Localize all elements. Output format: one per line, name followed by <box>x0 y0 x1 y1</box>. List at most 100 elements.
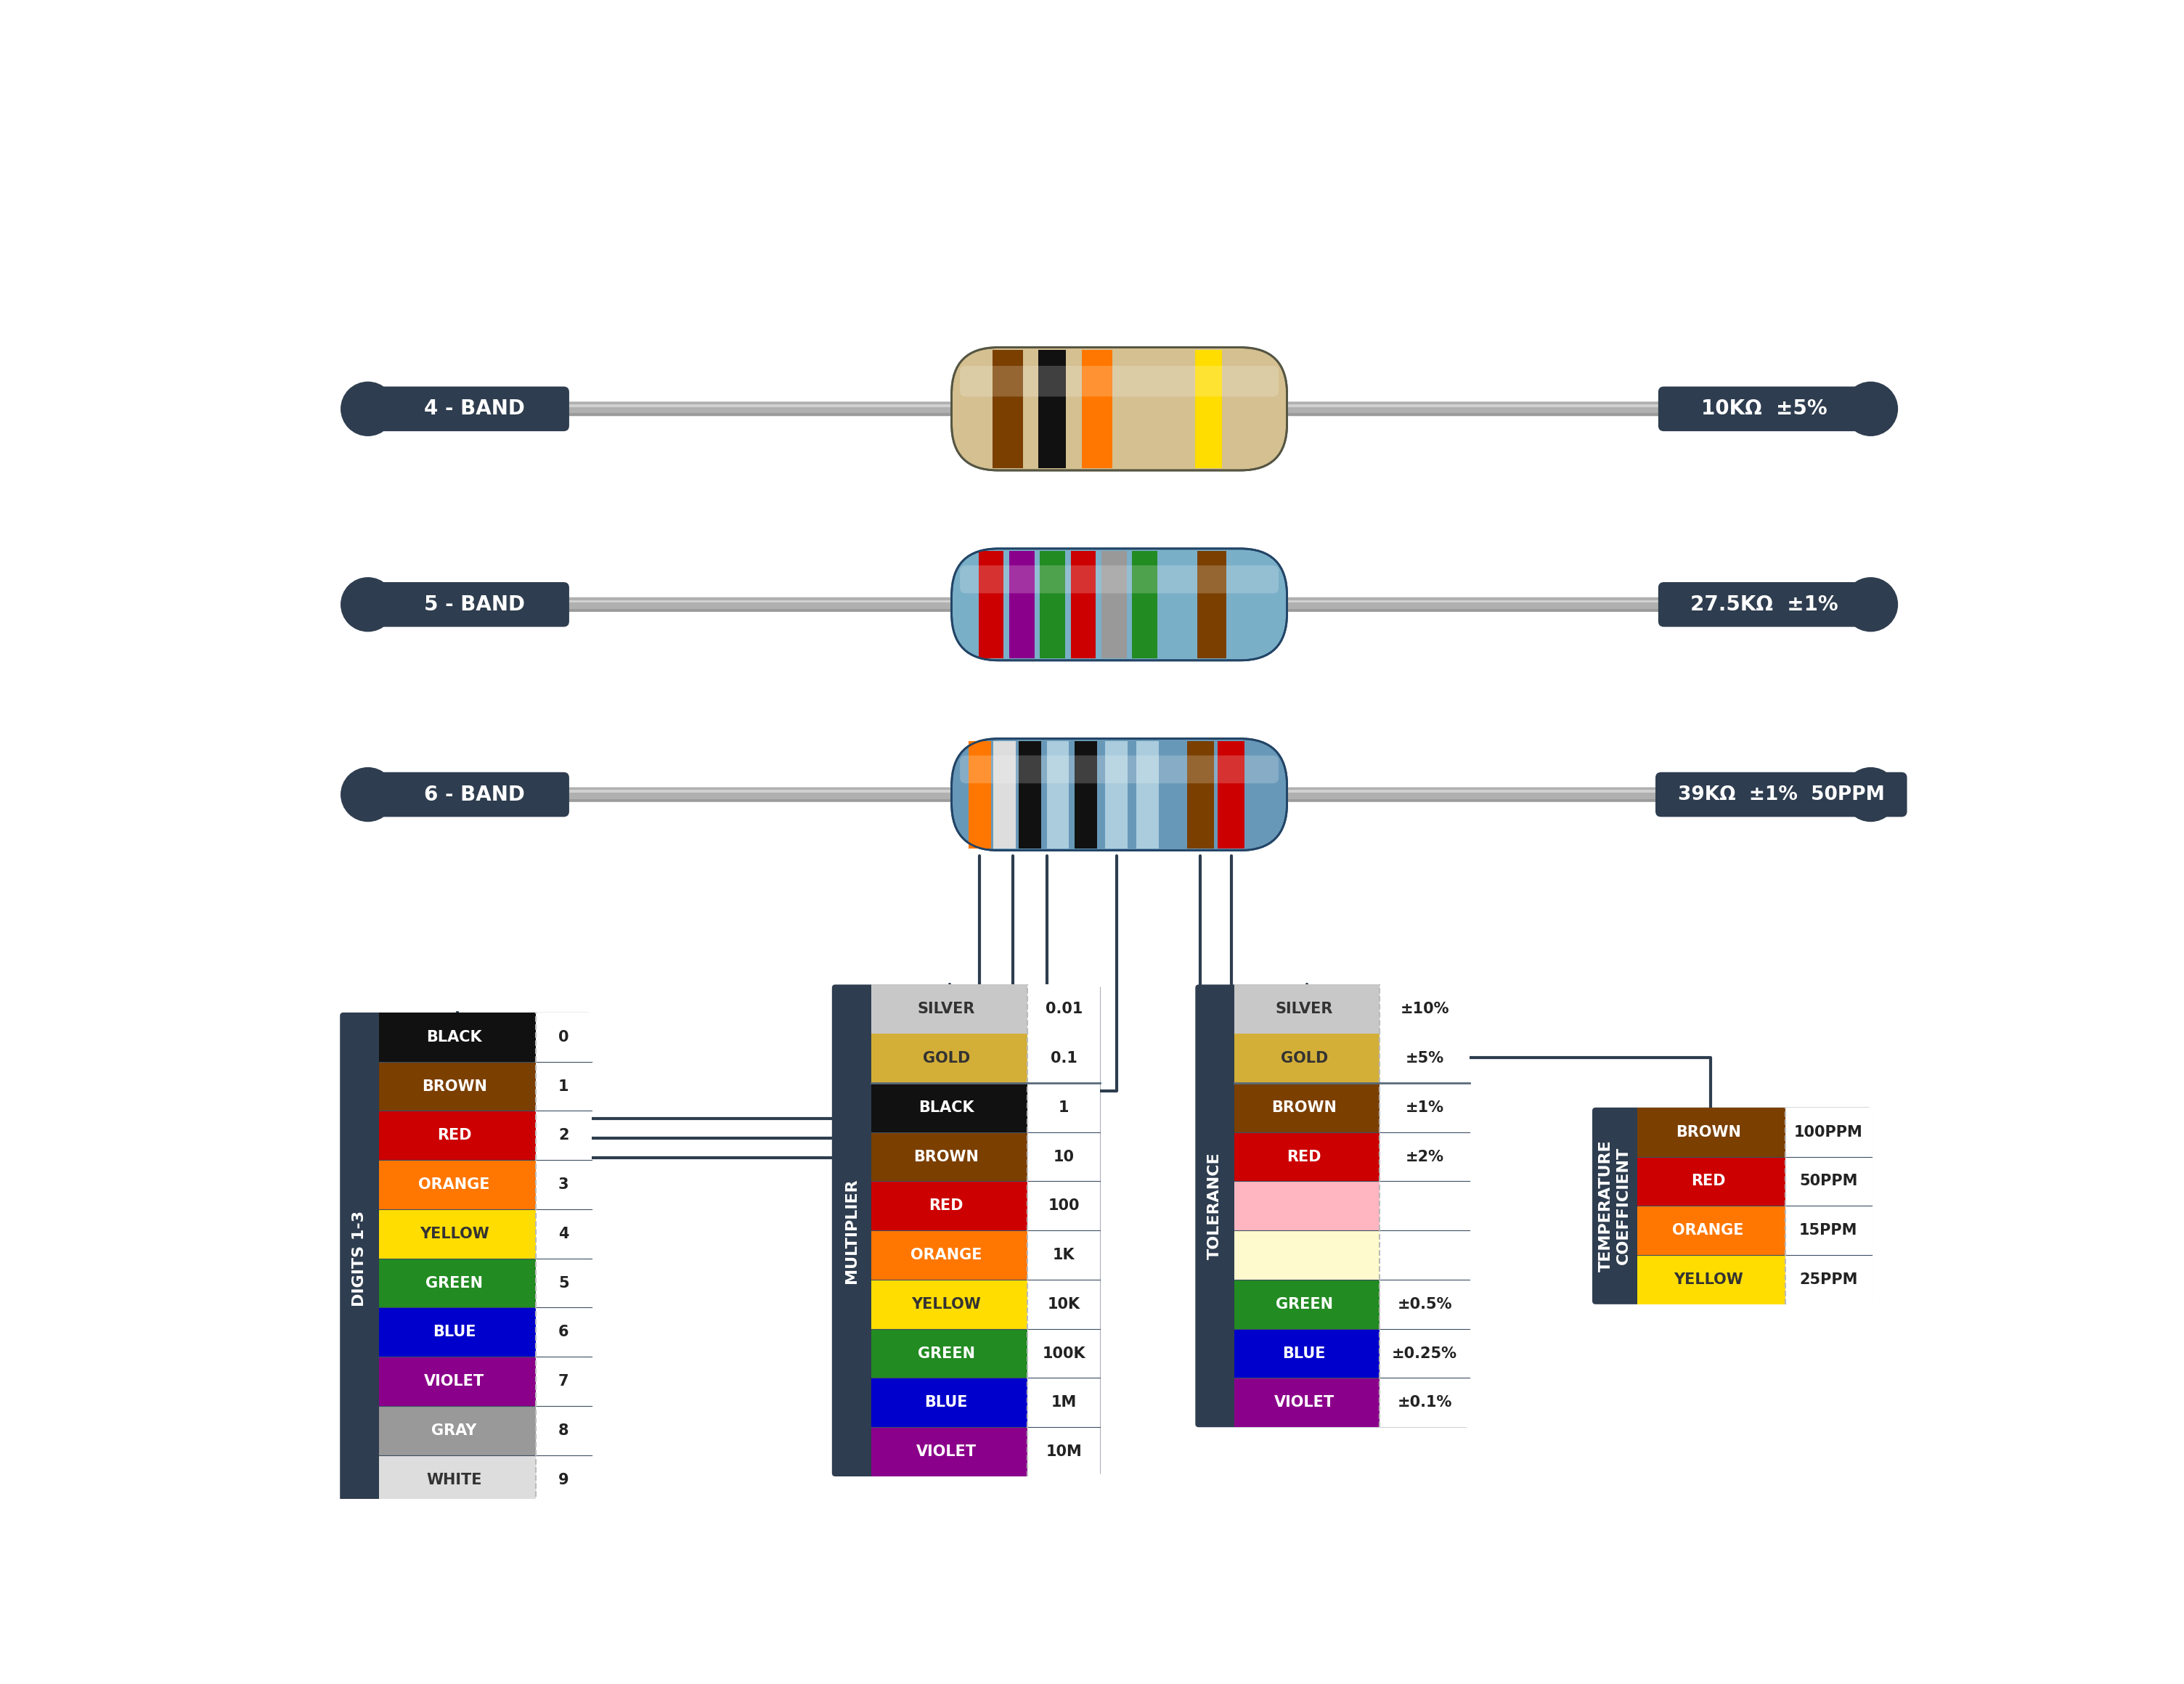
Text: 27.5KΩ  ±1%: 27.5KΩ ±1% <box>1690 594 1839 615</box>
Text: 25PPM: 25PPM <box>1800 1273 1859 1287</box>
Text: YELLOW: YELLOW <box>419 1226 489 1241</box>
Bar <box>1380 1180 1470 1231</box>
Bar <box>871 1280 1029 1329</box>
Text: ±0.5%: ±0.5% <box>1398 1297 1452 1312</box>
Text: VIOLET: VIOLET <box>1273 1396 1334 1410</box>
Bar <box>1040 551 1066 658</box>
Text: DIGITS 1-3: DIGITS 1-3 <box>352 1211 367 1307</box>
Bar <box>380 1111 535 1160</box>
Bar <box>367 790 952 793</box>
Circle shape <box>341 768 395 822</box>
Text: RED: RED <box>1286 1150 1321 1164</box>
Bar <box>1380 1231 1470 1280</box>
Text: ±2%: ±2% <box>1404 1150 1444 1164</box>
Bar <box>968 741 992 849</box>
Text: 4: 4 <box>559 1226 568 1241</box>
Bar <box>1029 1034 1101 1083</box>
Bar <box>1380 985 1470 1034</box>
Text: 7: 7 <box>559 1374 568 1389</box>
Text: 10: 10 <box>1053 1150 1075 1164</box>
Bar <box>1029 985 1101 1034</box>
Text: 6: 6 <box>559 1325 568 1339</box>
Circle shape <box>1843 768 1898 822</box>
Text: GRAY: GRAY <box>432 1423 476 1438</box>
Bar <box>1380 1083 1470 1132</box>
Bar <box>1234 1083 1380 1132</box>
Text: BROWN: BROWN <box>1675 1125 1741 1140</box>
Bar <box>1286 404 1872 408</box>
Bar <box>1029 1428 1101 1477</box>
Bar <box>380 1258 535 1307</box>
Circle shape <box>1843 382 1898 436</box>
Bar <box>535 1160 592 1209</box>
FancyBboxPatch shape <box>961 756 1278 783</box>
Text: 10K: 10K <box>1048 1297 1081 1312</box>
Bar <box>367 600 952 603</box>
Bar <box>380 1160 535 1209</box>
Text: 1: 1 <box>1059 1100 1070 1115</box>
Bar <box>535 1209 592 1258</box>
Text: TEMPERATURE
COEFFICIENT: TEMPERATURE COEFFICIENT <box>1599 1140 1629 1271</box>
Bar <box>1195 350 1223 468</box>
FancyBboxPatch shape <box>1658 583 1872 626</box>
Bar <box>535 1357 592 1406</box>
Text: YELLOW: YELLOW <box>1673 1273 1743 1287</box>
Text: BROWN: BROWN <box>913 1150 978 1164</box>
Text: BLUE: BLUE <box>432 1325 476 1339</box>
Bar <box>871 1378 1029 1428</box>
Bar <box>1234 1280 1380 1329</box>
Text: 5 - BAND: 5 - BAND <box>424 594 524 615</box>
Text: BLUE: BLUE <box>1282 1346 1326 1361</box>
Text: BLACK: BLACK <box>426 1031 483 1044</box>
Bar <box>1380 1132 1470 1180</box>
Text: 10M: 10M <box>1046 1445 1081 1458</box>
Bar <box>380 1455 535 1504</box>
Text: 15PPM: 15PPM <box>1800 1223 1859 1238</box>
Text: ±1%: ±1% <box>1404 1100 1444 1115</box>
Bar <box>1029 1329 1101 1378</box>
Bar <box>1286 600 1872 603</box>
Text: 0: 0 <box>559 1031 568 1044</box>
FancyBboxPatch shape <box>961 566 1278 593</box>
Text: RED: RED <box>1690 1174 1725 1189</box>
Text: ±10%: ±10% <box>1400 1002 1448 1017</box>
Text: 100PPM: 100PPM <box>1793 1125 1863 1140</box>
Bar <box>1075 741 1096 849</box>
Bar <box>871 1132 1029 1180</box>
Text: 1K: 1K <box>1053 1248 1075 1263</box>
Text: 5: 5 <box>559 1276 568 1290</box>
Text: BROWN: BROWN <box>422 1079 487 1093</box>
Bar <box>1186 741 1214 849</box>
Bar <box>1234 1034 1380 1083</box>
Bar <box>380 1406 535 1455</box>
Text: 2: 2 <box>559 1128 568 1143</box>
Text: GREEN: GREEN <box>917 1346 974 1361</box>
Text: BLACK: BLACK <box>919 1100 974 1115</box>
Bar <box>871 1034 1029 1083</box>
Bar <box>380 1357 535 1406</box>
Text: VIOLET: VIOLET <box>424 1374 485 1389</box>
Bar <box>1101 551 1127 658</box>
Bar <box>535 1012 592 1061</box>
FancyBboxPatch shape <box>1195 985 1470 1428</box>
FancyBboxPatch shape <box>367 401 952 416</box>
Text: GREEN: GREEN <box>426 1276 483 1290</box>
Bar <box>1029 1132 1101 1180</box>
Circle shape <box>1843 578 1898 632</box>
Text: TOLERANCE: TOLERANCE <box>1208 1152 1223 1260</box>
Bar <box>1234 1329 1380 1378</box>
Text: YELLOW: YELLOW <box>911 1297 981 1312</box>
FancyBboxPatch shape <box>367 786 952 802</box>
Text: 1: 1 <box>559 1079 568 1093</box>
Text: 50PPM: 50PPM <box>1800 1174 1859 1189</box>
Bar <box>1784 1255 1872 1303</box>
Bar <box>871 1083 1029 1132</box>
FancyBboxPatch shape <box>1592 1108 1872 1303</box>
Bar <box>1286 798 1872 802</box>
Bar <box>380 1012 535 1061</box>
Bar <box>994 741 1016 849</box>
Text: ±5%: ±5% <box>1404 1051 1444 1066</box>
Bar <box>1037 350 1066 468</box>
FancyBboxPatch shape <box>1286 786 1872 802</box>
Bar <box>1638 1108 1784 1157</box>
